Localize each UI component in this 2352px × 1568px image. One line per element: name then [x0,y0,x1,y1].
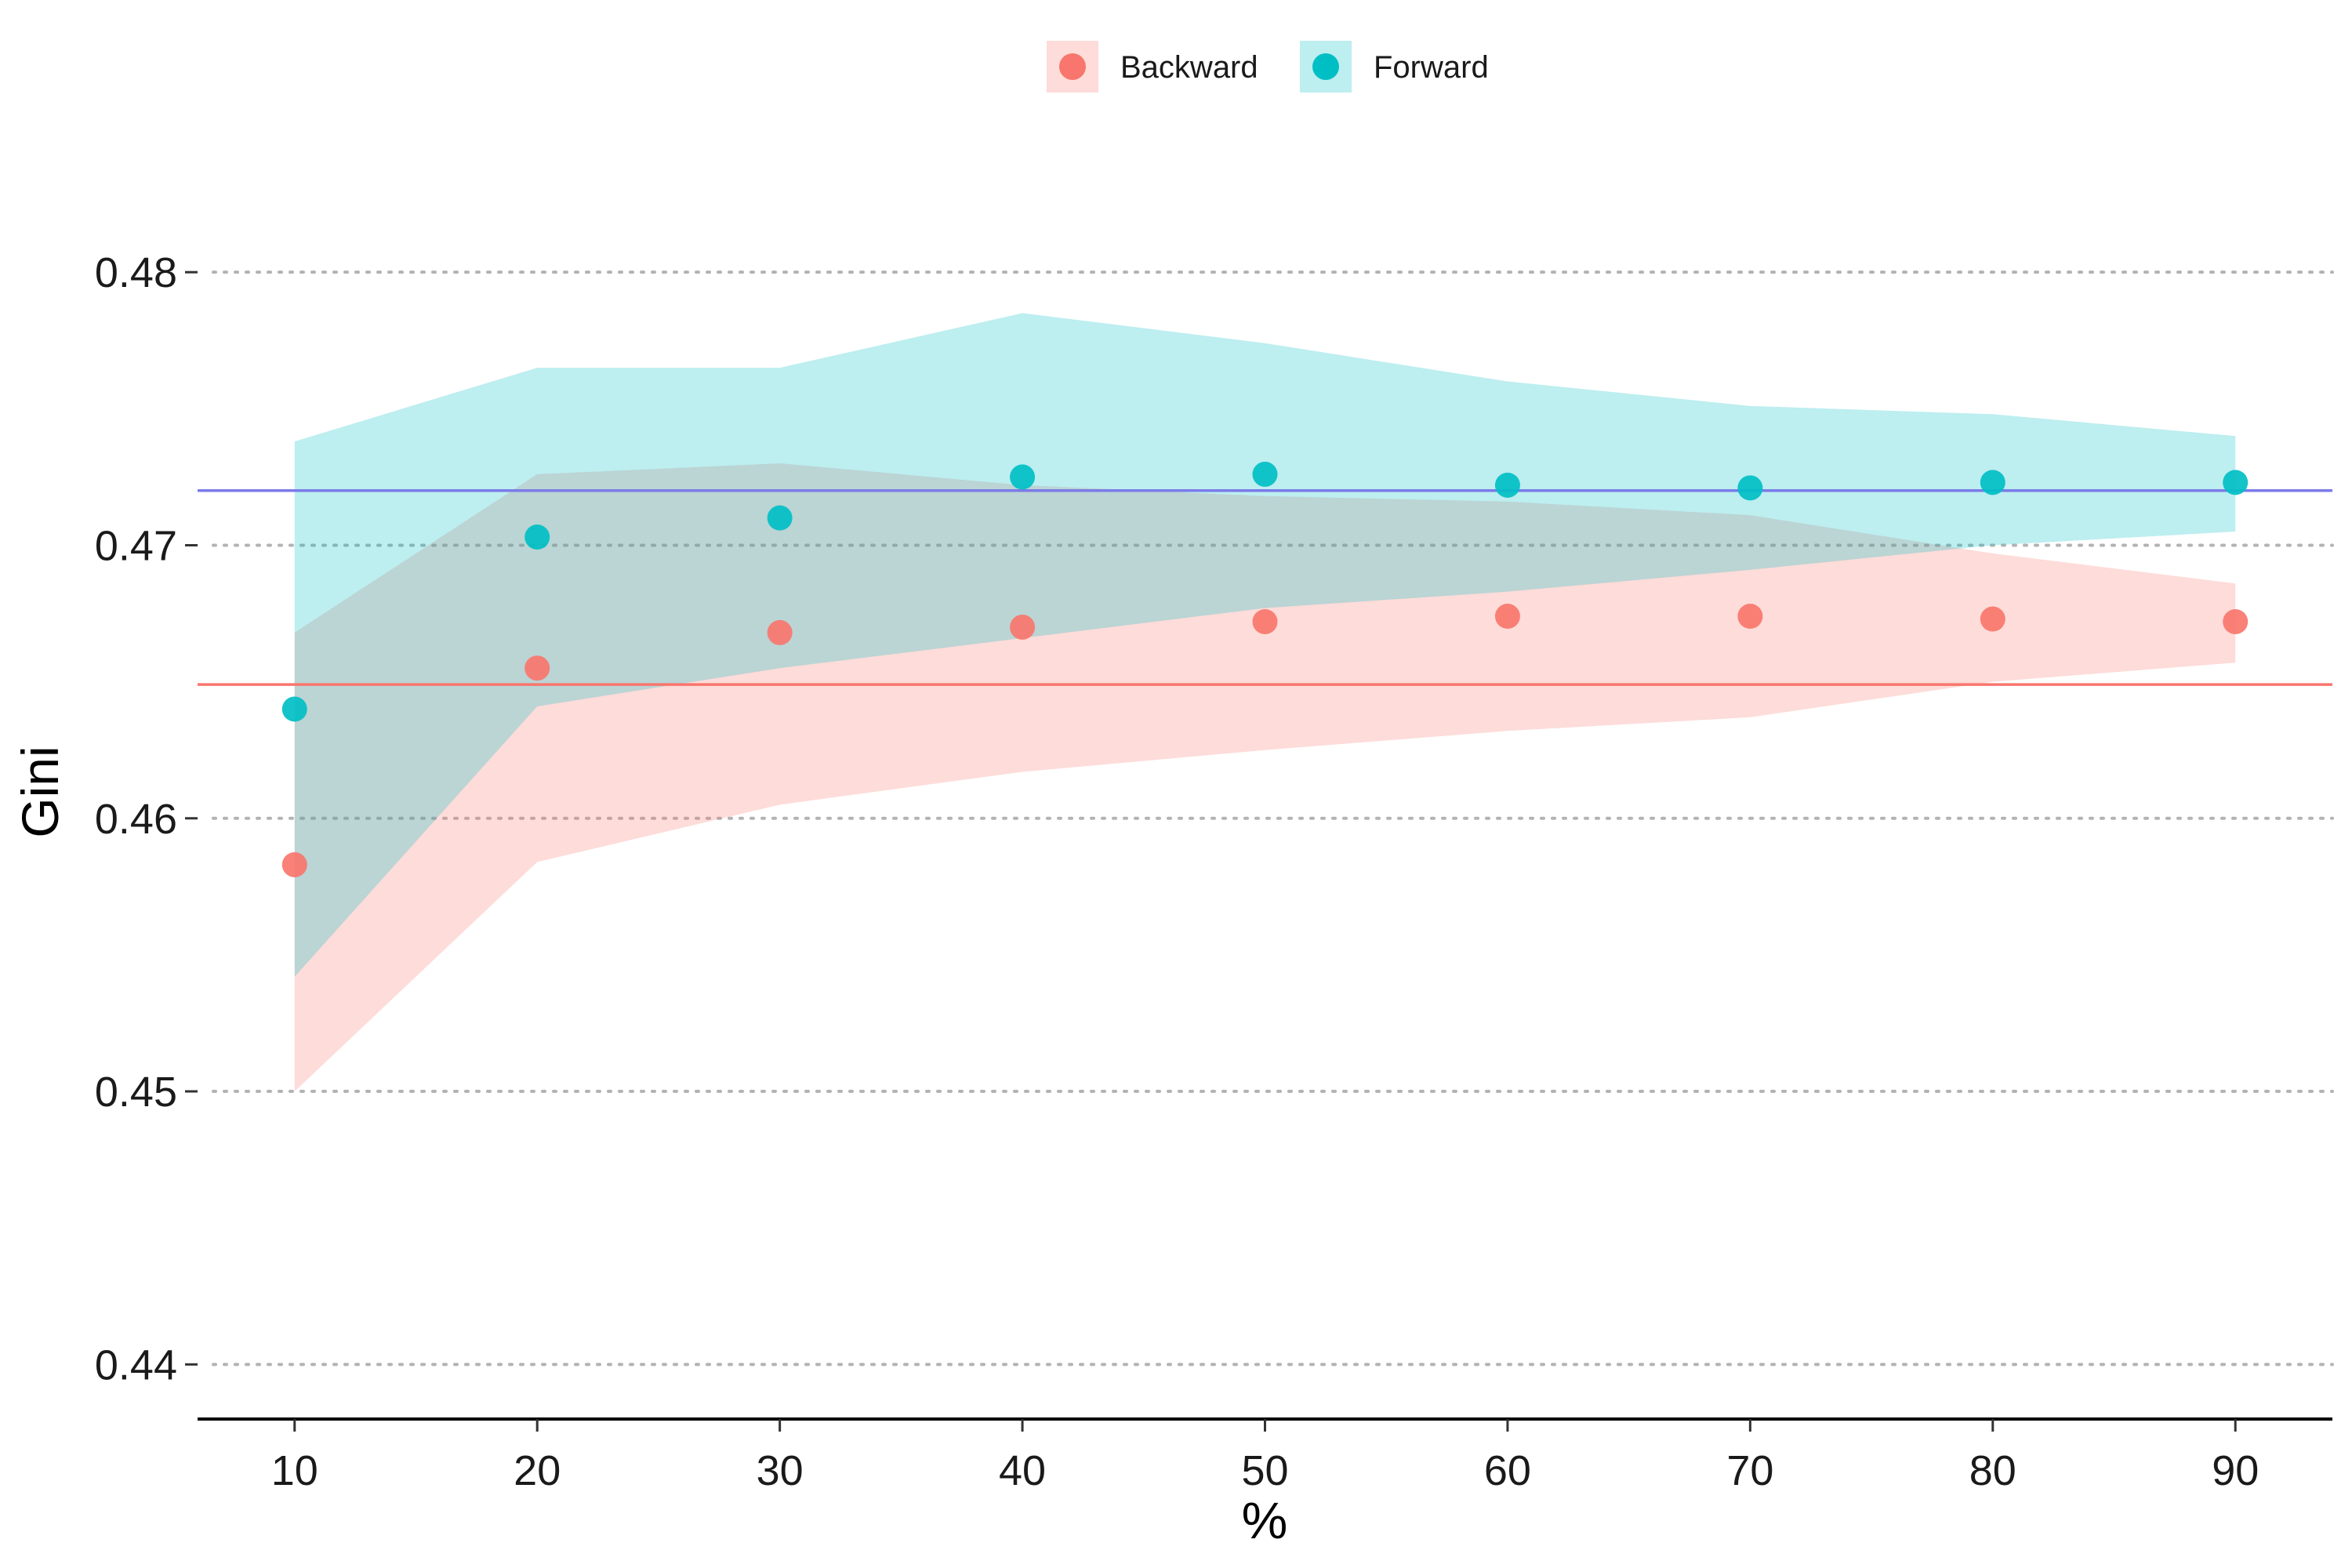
x-tick-label: 10 [271,1447,318,1494]
point-forward [768,506,793,531]
y-axis-title: Gini [11,746,69,837]
point-backward [1495,604,1520,629]
x-tick-label: 40 [999,1447,1046,1494]
x-tick-label: 80 [1969,1447,2016,1494]
point-backward [1253,609,1278,634]
legend-label-forward: Forward [1374,50,1489,85]
point-backward [1980,607,2005,632]
legend-point-forward [1312,53,1339,80]
point-backward [524,655,550,681]
x-tick-label: 30 [757,1447,804,1494]
x-tick-label: 90 [2212,1447,2259,1494]
x-axis-title: % [1242,1491,1288,1549]
point-forward [1253,462,1278,487]
point-forward [524,524,550,550]
legend-label-backward: Backward [1120,50,1258,85]
point-forward [1010,464,1035,489]
y-tick-label: 0.48 [95,249,177,296]
point-forward [2223,470,2248,495]
x-tick-label: 60 [1484,1447,1531,1494]
y-tick-label: 0.47 [95,522,177,569]
point-forward [282,696,307,721]
y-tick-label: 0.45 [95,1069,177,1116]
legend-point-backward [1059,53,1086,80]
point-forward [1980,470,2005,495]
x-tick-label: 70 [1726,1447,1773,1494]
point-backward [2223,609,2248,634]
y-tick-label: 0.44 [95,1341,177,1388]
point-backward [1737,604,1762,629]
x-tick-label: 50 [1241,1447,1288,1494]
point-forward [1495,473,1520,498]
x-tick-label: 20 [514,1447,561,1494]
point-backward [1010,615,1035,640]
point-forward [1737,475,1762,500]
legend: Backward Forward [1047,41,1489,93]
point-backward [282,852,307,877]
confidence-bands [295,313,2235,1091]
point-backward [768,620,793,645]
y-tick-label: 0.46 [95,796,177,843]
